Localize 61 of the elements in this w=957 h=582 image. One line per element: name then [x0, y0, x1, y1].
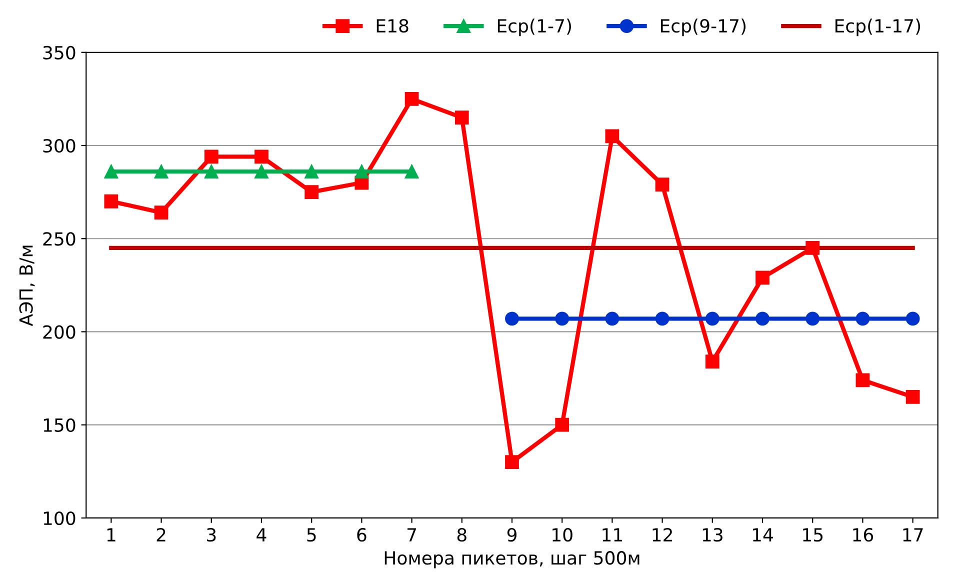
x-tick-label: 1: [107, 528, 116, 542]
point: [705, 312, 720, 326]
x-axis-title: Номера пикетов, шаг 500м: [384, 551, 640, 568]
point: [354, 164, 369, 179]
x-tick-label: 10: [552, 528, 572, 542]
y-tick-label: 350: [43, 46, 76, 60]
point: [254, 150, 268, 164]
legend-label: Eср(9-17): [660, 18, 746, 36]
x-tick-label: 16: [853, 528, 874, 542]
x-tick-label: 2: [156, 528, 166, 542]
legend-label: Eср(1-17): [836, 18, 920, 36]
point: [204, 150, 218, 164]
point: [505, 455, 519, 470]
point: [906, 390, 920, 404]
point: [605, 129, 620, 144]
point: [104, 194, 118, 208]
x-tick-label: 4: [256, 528, 266, 542]
point: [756, 312, 770, 326]
x-tick-label: 9: [507, 528, 516, 542]
point: [254, 164, 268, 179]
point: [505, 312, 519, 326]
point: [705, 354, 720, 368]
y-tick-label: 250: [43, 232, 76, 246]
y-tick-label: 200: [43, 325, 76, 339]
point: [304, 164, 319, 179]
point: [856, 312, 870, 326]
x-tick-label: 6: [357, 528, 366, 542]
x-tick-label: 14: [753, 528, 773, 542]
x-tick-label: 3: [207, 528, 216, 542]
point: [856, 373, 870, 388]
x-tick-label: 11: [602, 528, 622, 542]
point: [806, 240, 820, 255]
point: [404, 164, 419, 179]
y-tick-label: 150: [44, 418, 76, 432]
x-tick-label: 7: [408, 528, 416, 542]
x-tick-label: 12: [652, 528, 672, 542]
x-tick-label: 5: [307, 528, 316, 542]
point: [104, 164, 118, 179]
x-tick-label: 17: [903, 528, 923, 542]
point: [555, 418, 570, 432]
point: [655, 312, 670, 326]
x-tick-label: 15: [803, 528, 823, 542]
point: [655, 178, 670, 192]
point: [154, 206, 168, 220]
point: [154, 164, 168, 179]
point: [304, 185, 319, 200]
y-axis-title: АЭП, В/м: [19, 246, 35, 326]
point: [806, 312, 820, 326]
point: [756, 270, 770, 285]
legend-label: E18: [376, 18, 408, 33]
x-tick-label: 13: [702, 528, 722, 542]
y-tick-label: 300: [43, 138, 76, 153]
point: [605, 312, 620, 326]
legend-label: Eср(1-7): [498, 18, 571, 36]
y-tick-label: 100: [44, 511, 76, 526]
point: [906, 312, 920, 326]
x-tick-label: 8: [457, 528, 466, 542]
point: [454, 110, 469, 125]
point: [555, 312, 570, 326]
point: [404, 92, 419, 106]
point: [204, 164, 218, 179]
